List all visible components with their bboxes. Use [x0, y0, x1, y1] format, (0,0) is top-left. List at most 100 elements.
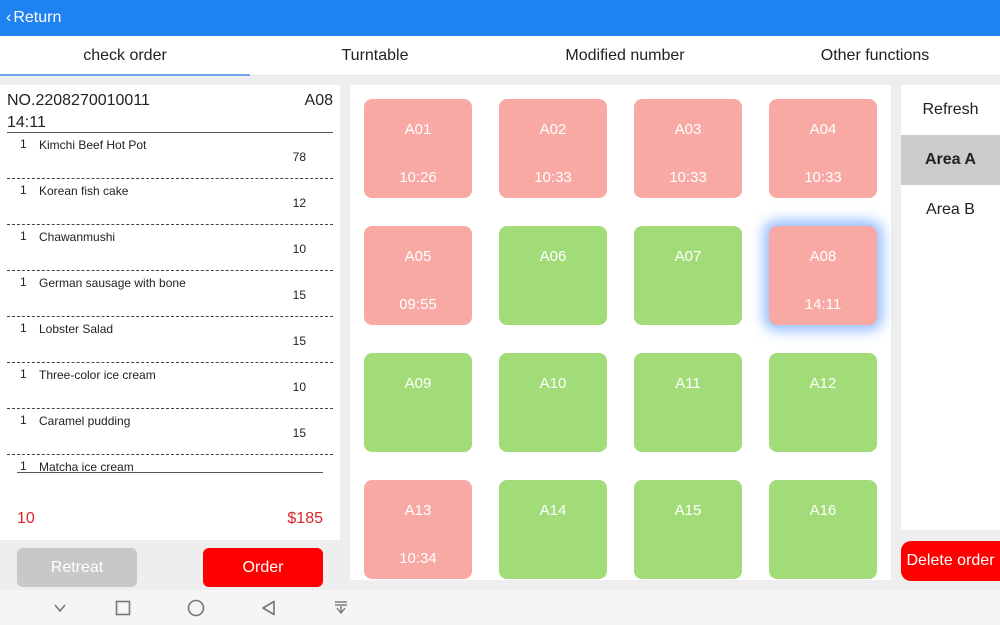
table-time: 10:33	[534, 169, 572, 186]
item-name: Korean fish cake	[39, 184, 129, 198]
tab-bar: check order Turntable Modified number Ot…	[0, 36, 1000, 76]
delete-order-button[interactable]: Delete order	[901, 541, 1000, 581]
item-qty: 1	[20, 459, 27, 473]
table-name: A08	[809, 248, 837, 265]
area-panel: Refresh Area A Area B	[901, 85, 1000, 530]
item-qty: 1	[20, 321, 27, 335]
item-name: Chawanmushi	[39, 230, 116, 244]
table-tile-a12[interactable]: A12	[769, 353, 877, 452]
table-name: A09	[404, 375, 432, 392]
item-name: Matcha ice cream	[39, 460, 134, 473]
order-time: 14:11	[7, 114, 46, 131]
item-qty: 1	[20, 137, 27, 151]
table-tile-a07[interactable]: A07	[634, 226, 742, 325]
table-tile-a01[interactable]: A01 10:26	[364, 99, 472, 198]
table-time: 09:55	[399, 296, 437, 313]
retreat-button[interactable]: Retreat	[17, 548, 137, 587]
top-bar: ‹ Return	[0, 0, 1000, 36]
table-name: A15	[674, 502, 702, 519]
table-tile-a13[interactable]: A13 10:34	[364, 480, 472, 579]
area-item-b[interactable]: Area B	[901, 185, 1000, 235]
table-name: A16	[809, 502, 837, 519]
table-tile-a05[interactable]: A05 09:55	[364, 226, 472, 325]
item-qty: 1	[20, 229, 27, 243]
recent-apps-icon[interactable]	[111, 596, 135, 620]
table-grid: A01 10:26 A02 10:33 A03 10:33 A04 10:33 …	[350, 85, 891, 580]
table-name: A06	[539, 248, 567, 265]
item-name: Lobster Salad	[39, 322, 114, 336]
table-name: A07	[674, 248, 702, 265]
item-qty: 1	[20, 275, 27, 289]
item-price: 78	[292, 150, 306, 164]
order-totals: 10 $185	[17, 510, 323, 528]
table-name: A11	[675, 375, 701, 392]
divider	[7, 132, 333, 133]
item-name: Caramel pudding	[39, 414, 131, 428]
total-count: 10	[17, 510, 35, 527]
table-name: A01	[404, 121, 432, 138]
item-price: 12	[292, 196, 306, 210]
item-price: 10	[292, 242, 306, 256]
chevron-down-icon[interactable]	[48, 596, 72, 620]
list-item[interactable]: 1 Caramel pudding 15	[7, 409, 333, 455]
order-panel: NO.2208270010011 A08 14:11 1 Kimchi Beef…	[0, 85, 340, 540]
list-item[interactable]: 1 Matcha ice cream	[7, 455, 333, 473]
return-button[interactable]: ‹ Return	[6, 9, 61, 27]
area-label: Area B	[926, 201, 975, 218]
item-name: German sausage with bone	[39, 276, 186, 290]
tab-label: Other functions	[820, 46, 930, 64]
home-icon[interactable]	[184, 596, 208, 620]
table-name: A13	[404, 502, 432, 519]
divider	[17, 472, 323, 473]
list-item[interactable]: 1 Korean fish cake 12	[7, 179, 333, 225]
table-tile-a10[interactable]: A10	[499, 353, 607, 452]
order-button[interactable]: Order	[203, 548, 323, 587]
tab-turntable[interactable]: Turntable	[250, 36, 500, 75]
table-tile-a14[interactable]: A14	[499, 480, 607, 579]
table-name: A12	[809, 375, 837, 392]
list-item[interactable]: 1 Kimchi Beef Hot Pot 78	[7, 133, 333, 179]
notification-drawer-icon[interactable]	[329, 596, 353, 620]
order-item-list[interactable]: 1 Kimchi Beef Hot Pot 78 1 Korean fish c…	[7, 133, 333, 473]
item-price: 15	[292, 334, 306, 348]
system-nav-bar	[0, 590, 1000, 625]
table-name: A02	[539, 121, 567, 138]
table-tile-a16[interactable]: A16	[769, 480, 877, 579]
tab-label: check order	[83, 46, 167, 64]
table-time: 10:33	[669, 169, 707, 186]
tab-label: Turntable	[341, 46, 409, 64]
back-icon[interactable]	[257, 596, 281, 620]
list-item[interactable]: 1 Chawanmushi 10	[7, 225, 333, 271]
table-tile-a04[interactable]: A04 10:33	[769, 99, 877, 198]
return-label: Return	[13, 9, 62, 26]
table-time: 14:11	[804, 296, 842, 313]
refresh-button[interactable]: Refresh	[901, 85, 1000, 135]
area-item-a[interactable]: Area A	[901, 135, 1000, 185]
chevron-left-icon: ‹	[6, 9, 12, 26]
table-name: A03	[674, 121, 702, 138]
table-name: A14	[539, 502, 567, 519]
order-number: NO.2208270010011	[7, 92, 150, 109]
table-tile-a03[interactable]: A03 10:33	[634, 99, 742, 198]
item-qty: 1	[20, 367, 27, 381]
list-item[interactable]: 1 Lobster Salad 15	[7, 317, 333, 363]
item-qty: 1	[20, 413, 27, 427]
item-qty: 1	[20, 183, 27, 197]
table-tile-a02[interactable]: A02 10:33	[499, 99, 607, 198]
item-name: Kimchi Beef Hot Pot	[39, 138, 147, 152]
tab-check-order[interactable]: check order	[0, 36, 250, 76]
table-tile-a11[interactable]: A11	[634, 353, 742, 452]
table-tile-a08[interactable]: A08 14:11	[769, 226, 877, 325]
list-item[interactable]: 1 German sausage with bone 15	[7, 271, 333, 317]
table-name: A04	[809, 121, 837, 138]
table-tile-a09[interactable]: A09	[364, 353, 472, 452]
list-item[interactable]: 1 Three-color ice cream 10	[7, 363, 333, 409]
table-tile-a15[interactable]: A15	[634, 480, 742, 579]
area-label: Area A	[925, 151, 976, 168]
total-amount: $185	[287, 510, 323, 527]
table-time: 10:26	[399, 169, 437, 186]
tab-label: Modified number	[565, 46, 685, 64]
tab-other-functions[interactable]: Other functions	[750, 36, 1000, 75]
tab-modified-number[interactable]: Modified number	[500, 36, 750, 75]
table-tile-a06[interactable]: A06	[499, 226, 607, 325]
